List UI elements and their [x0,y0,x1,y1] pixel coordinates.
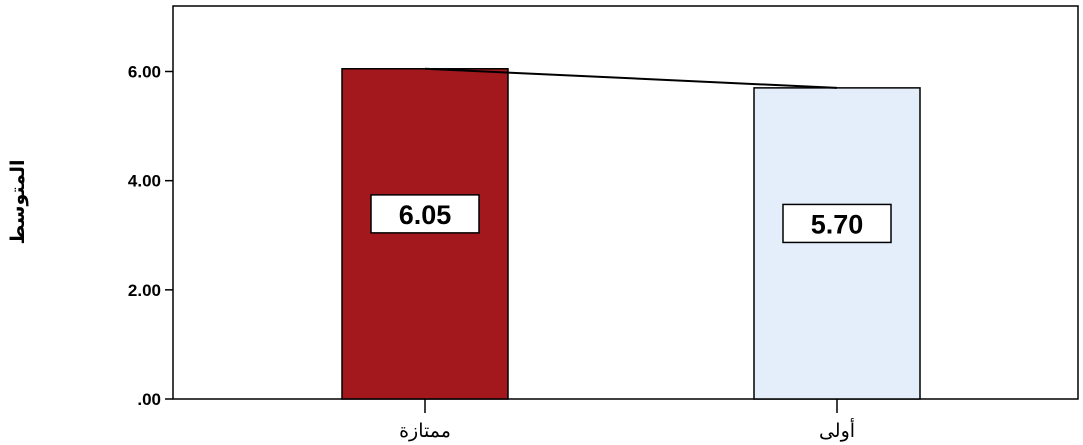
y-tick-label: 6.00 [128,63,161,82]
y-tick-label: 2.00 [128,281,161,300]
x-axis: ممتازة أولى [399,399,855,442]
plot-frame [172,5,1079,400]
y-axis-label: المتوسط [7,159,29,244]
data-label: 5.70 [811,209,864,239]
data-label: 6.05 [399,200,452,230]
data-labels: 6.05 5.70 [370,194,892,244]
bar [341,68,509,400]
y-axis: .00 2.00 4.00 6.00 [128,63,173,409]
x-tick-label: ممتازة [399,420,451,442]
y-tick-label: 4.00 [128,172,161,191]
data-label-box [782,203,892,244]
trend-line [424,67,838,89]
x-tick-label: أولى [819,418,855,442]
data-label-box [370,194,480,234]
y-tick-label: .00 [137,390,161,409]
bar [753,87,921,400]
trend-line-path [424,67,838,89]
